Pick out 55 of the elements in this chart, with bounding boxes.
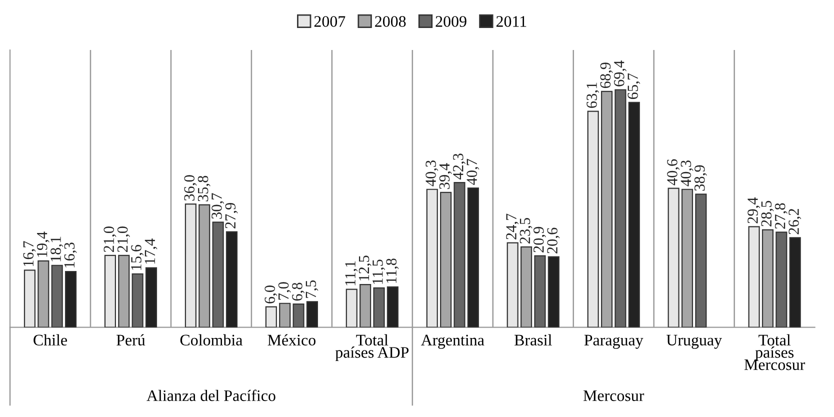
data-label: 23,5: [520, 218, 532, 244]
data-label: 63,1: [586, 82, 600, 108]
x-tick-label: Perú: [116, 334, 146, 346]
data-label: 11,5: [372, 260, 386, 284]
x-tick-label: Paraguay: [584, 334, 644, 349]
data-label: 15,6: [131, 244, 144, 270]
x-tick-label: Uruguay: [666, 334, 722, 349]
data-label: 17,4: [144, 238, 158, 264]
legend-label: 2008: [375, 16, 406, 27]
data-label: 40,7: [466, 158, 480, 185]
x-tick-label: Chile: [34, 334, 67, 346]
data-label: 21,0: [104, 226, 116, 252]
data-label: 39,4: [439, 163, 452, 189]
x-tick-label: Total países Mercosur: [744, 334, 806, 370]
data-label: 40,6: [667, 159, 680, 186]
text: Mercosur: [583, 390, 644, 402]
data-label: 42,3: [453, 154, 466, 180]
data-label: 20,6: [547, 228, 560, 254]
data-label: 27,9: [225, 202, 238, 228]
data-label: 7,0: [278, 282, 291, 300]
legend-label: 2009: [436, 16, 466, 27]
data-label: 12,5: [358, 256, 372, 280]
x-tick-label: Brasil: [514, 334, 552, 346]
data-label: 19,4: [36, 232, 50, 257]
data-label: 27,8: [774, 203, 788, 229]
data-label: 68,9: [600, 62, 613, 88]
data-label: 36,0: [184, 175, 197, 201]
data-label: 35,8: [198, 176, 210, 202]
data-label: 65,7: [628, 73, 640, 99]
data-label: 69,4: [614, 60, 626, 86]
data-label: 7,5: [306, 280, 318, 298]
data-label: 28,5: [761, 200, 774, 226]
data-label: 11,1: [345, 261, 358, 286]
text: Alianza del Pacífico: [146, 390, 276, 402]
data-label: 21,0: [117, 226, 130, 252]
data-label: 26,2: [788, 208, 802, 234]
x-tick-label: Colombia: [180, 334, 242, 346]
data-label: 16,3: [64, 242, 77, 268]
data-label: 29,4: [748, 197, 760, 224]
x-tick-label: México: [268, 334, 316, 346]
data-label: 40,3: [426, 160, 438, 186]
data-label: 18,1: [50, 236, 64, 262]
x-tick-label: Argentina: [421, 334, 484, 349]
legend-label: 2011: [496, 16, 526, 27]
data-label: 24,7: [506, 214, 519, 240]
data-label: 40,3: [680, 160, 694, 186]
data-label: 30,7: [212, 193, 224, 219]
data-label: 11,8: [386, 258, 399, 283]
x-tick-label: Total países ADP: [335, 334, 409, 362]
data-label: 6,8: [292, 282, 305, 301]
data-label: 20,9: [533, 226, 546, 252]
data-label: 6,0: [264, 286, 278, 304]
data-label: 38,9: [694, 165, 707, 191]
data-label: 16,7: [23, 241, 36, 266]
legend-label: 2007: [314, 16, 346, 27]
